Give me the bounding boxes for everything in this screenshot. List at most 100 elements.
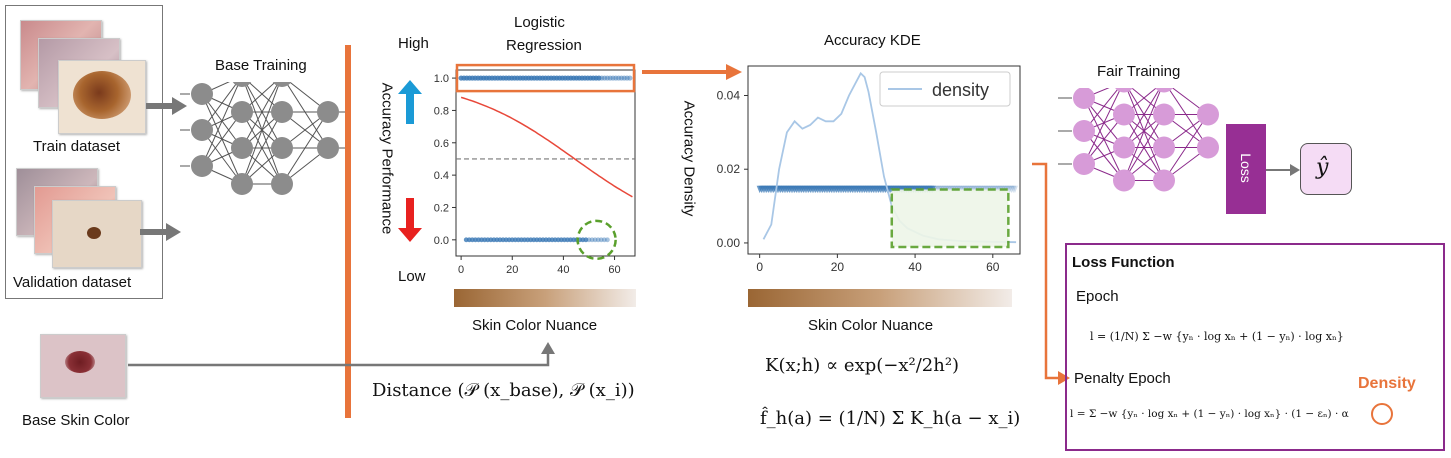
low-accuracy-highlight bbox=[576, 219, 617, 261]
logistic-to-kde-arrow bbox=[642, 64, 742, 80]
network-node bbox=[1153, 169, 1175, 192]
kde-formula-1: K(x;h) ∝ exp(−x²/2h²) bbox=[765, 355, 960, 376]
network-node bbox=[1197, 136, 1219, 159]
base-skin-image bbox=[40, 334, 126, 398]
penalty-epoch-label: Penalty Epoch bbox=[1074, 370, 1171, 387]
data-point-low bbox=[595, 237, 601, 243]
high-label: High bbox=[398, 35, 429, 52]
network-node bbox=[1073, 153, 1095, 175]
network-edge bbox=[241, 111, 283, 185]
y-tick-label: 1.0 bbox=[434, 73, 449, 85]
network-node bbox=[191, 83, 213, 105]
network-node bbox=[317, 101, 339, 123]
network-node bbox=[271, 173, 293, 195]
kde-chart: 0.04 0.02 0.00 0 20 40 60 density bbox=[717, 65, 1021, 274]
density-highlight-circle bbox=[1371, 403, 1393, 425]
loss-function-title: Loss Function bbox=[1072, 254, 1175, 271]
network-edge bbox=[1123, 88, 1162, 181]
network-node bbox=[191, 155, 213, 177]
network-node bbox=[1113, 136, 1135, 159]
data-point-low bbox=[589, 237, 595, 243]
kde-formula-2: f̂_h(a) = (1/N) Σ K_h(a − x_i) bbox=[760, 408, 1021, 429]
network-edge bbox=[241, 82, 281, 185]
data-point-low bbox=[586, 237, 592, 243]
network-edge bbox=[241, 82, 280, 149]
base-skin-label: Base Skin Color bbox=[22, 412, 130, 429]
network-node bbox=[1115, 88, 1133, 93]
x-tick-label: 40 bbox=[557, 264, 569, 276]
kde-to-loss-connector bbox=[1032, 162, 1070, 385]
logistic-xlabel: Skin Color Nuance bbox=[472, 317, 598, 334]
skin-gradient-bar-1 bbox=[454, 289, 636, 307]
output-label: ŷ bbox=[1316, 155, 1329, 180]
dataset-arrows bbox=[140, 97, 187, 241]
data-point-high bbox=[627, 75, 633, 81]
validation-image-3 bbox=[52, 200, 142, 268]
network-node bbox=[232, 82, 252, 87]
y-tick-label: 0.0 bbox=[434, 235, 449, 247]
y-tick-label: 0.2 bbox=[434, 202, 449, 214]
logistic-chart: 1.0 0.8 0.6 0.4 0.2 0.0 0 20 40 60 bbox=[434, 63, 636, 276]
network-node bbox=[1113, 103, 1135, 126]
network-edge bbox=[1163, 114, 1209, 181]
legend-label: density bbox=[932, 80, 989, 100]
logistic-title-1: Logistic bbox=[514, 14, 565, 31]
rug-mark bbox=[1011, 185, 1018, 194]
network-edge bbox=[1123, 114, 1165, 181]
data-point-low bbox=[592, 237, 598, 243]
network-node bbox=[271, 101, 293, 123]
rug-mark bbox=[1006, 185, 1013, 194]
fair-training-title: Fair Training bbox=[1097, 63, 1181, 80]
up-arrow-icon bbox=[398, 80, 422, 124]
fair-network-diagram bbox=[1058, 88, 1219, 192]
network-node bbox=[191, 119, 213, 141]
epoch-formula: l = (1/N) Σ −w {yₙ · log xₙ + (1 − yₙ) ·… bbox=[1090, 330, 1344, 343]
dataset-panel bbox=[5, 5, 163, 299]
logistic-curve bbox=[460, 96, 633, 198]
y-tick-label: 0.02 bbox=[717, 162, 741, 176]
y-tick-label: 0.00 bbox=[717, 236, 741, 250]
output-node bbox=[1300, 143, 1352, 195]
low-label: Low bbox=[398, 268, 426, 285]
high-accuracy-highlight bbox=[455, 63, 636, 93]
density-label: Density bbox=[1358, 375, 1416, 392]
network-node bbox=[231, 173, 253, 195]
kde-xlabel: Skin Color Nuance bbox=[808, 317, 934, 334]
network-node bbox=[231, 101, 253, 123]
network-edge bbox=[281, 111, 329, 185]
x-tick-label: 60 bbox=[986, 260, 1000, 274]
y-tick-label: 0.04 bbox=[717, 88, 741, 102]
x-tick-label: 20 bbox=[831, 260, 845, 274]
network-node bbox=[317, 137, 339, 159]
x-tick-label: 0 bbox=[756, 260, 763, 274]
penalty-formula: l = Σ −w {yₙ · log xₙ + (1 − yₙ) · log x… bbox=[1070, 408, 1349, 420]
x-tick-label: 40 bbox=[908, 260, 922, 274]
network-edge bbox=[1083, 88, 1122, 165]
kde-title: Accuracy KDE bbox=[824, 32, 921, 49]
base-training-title: Base Training bbox=[215, 57, 307, 74]
train-image-3 bbox=[58, 60, 146, 134]
network-node bbox=[1155, 88, 1173, 93]
base-network-diagram bbox=[180, 82, 350, 195]
data-point-low bbox=[601, 237, 607, 243]
plot-frame bbox=[747, 65, 1021, 255]
logistic-ylabel: Accuracy Performance bbox=[378, 82, 396, 235]
loss-box-label: Loss bbox=[1238, 153, 1254, 183]
data-point-low bbox=[598, 237, 604, 243]
y-tick-label: 0.4 bbox=[434, 170, 449, 182]
loss-to-output-arrow bbox=[1266, 164, 1300, 176]
network-edge bbox=[201, 82, 239, 131]
network-edge bbox=[1123, 88, 1161, 148]
data-point-low bbox=[583, 237, 589, 243]
loss-box bbox=[1226, 124, 1266, 214]
y-tick-label: 0.8 bbox=[434, 105, 449, 117]
epoch-label: Epoch bbox=[1076, 288, 1119, 305]
network-edge bbox=[201, 82, 240, 167]
low-density-highlight bbox=[890, 188, 1010, 249]
y-tick-label: 0.6 bbox=[434, 138, 449, 150]
network-node bbox=[271, 137, 293, 159]
down-arrow-icon bbox=[398, 198, 422, 242]
network-edge bbox=[201, 111, 243, 167]
x-tick-label: 20 bbox=[506, 264, 518, 276]
distance-formula: Distance (𝒫 (x_base), 𝒫 (x_i)) bbox=[372, 380, 635, 401]
